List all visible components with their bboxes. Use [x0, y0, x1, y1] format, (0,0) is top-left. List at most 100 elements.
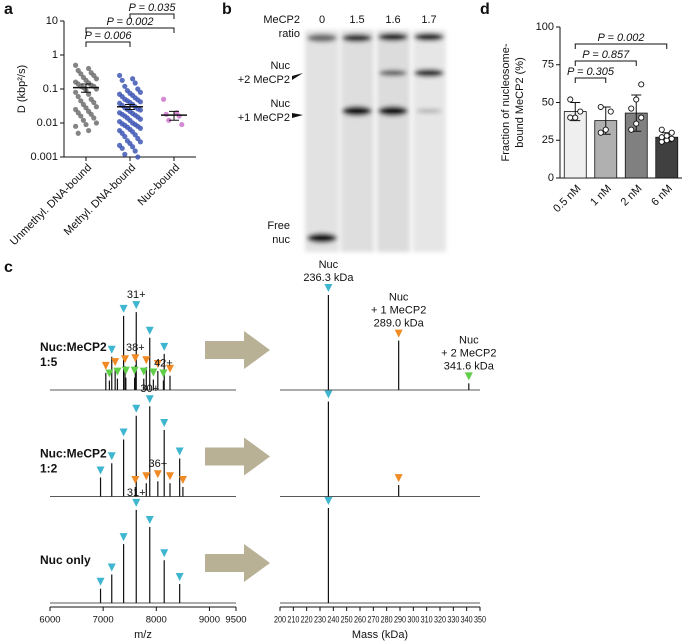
gel-band	[378, 33, 408, 41]
peak-marker	[142, 472, 151, 481]
data-point	[163, 111, 169, 117]
x-axis-title: Mass (kDa)	[352, 629, 408, 641]
gel-lane	[413, 30, 446, 252]
data-point	[91, 115, 97, 121]
peak-marker	[142, 356, 151, 365]
data-point	[658, 134, 665, 141]
y-axis-title: D (kbp²/s)	[16, 65, 28, 113]
peak-marker	[324, 284, 333, 292]
y-tick-label: 0	[548, 172, 554, 184]
peak-marker	[132, 404, 141, 413]
x-tick-label: 200	[274, 615, 286, 626]
peak-label: 31+	[127, 289, 146, 301]
significance-label: P = 0.002	[107, 16, 154, 28]
x-tick-label: 9000	[199, 615, 220, 626]
peak-marker	[113, 367, 122, 376]
peak-label: 341.6 kDa	[444, 360, 495, 372]
error-bar	[125, 104, 135, 110]
band-label: nuc	[272, 234, 290, 246]
data-point	[88, 111, 94, 117]
peak-marker	[324, 390, 333, 399]
panel-label: b	[222, 1, 232, 18]
x-tick-label: 2 nM	[619, 183, 645, 209]
significance-bracket	[574, 60, 637, 66]
peak-marker	[394, 474, 403, 483]
data-point	[668, 129, 675, 136]
data-point	[78, 71, 84, 77]
peak-marker	[175, 447, 184, 456]
y-tick-label: 0.01	[37, 117, 58, 129]
data-point	[73, 123, 79, 129]
x-tick-label: 7000	[93, 615, 114, 626]
band-label: Nuc	[270, 98, 290, 110]
x-tick-label: 280	[381, 615, 393, 626]
x-tick-label: Unmethyl. DNA-bound	[8, 162, 94, 248]
data-point	[597, 103, 604, 111]
x-tick-label: 350	[474, 615, 486, 626]
data-point	[567, 114, 574, 121]
data-point	[83, 105, 89, 111]
peak-marker	[105, 369, 114, 378]
peak-marker	[149, 368, 158, 377]
data-point	[137, 139, 143, 145]
data-point	[161, 96, 167, 102]
data-point	[628, 126, 635, 133]
y-tick-label: 100	[536, 21, 554, 33]
peak-marker	[121, 366, 130, 375]
row-label: 1:5	[40, 355, 58, 369]
data-point	[122, 151, 128, 157]
data-point	[73, 89, 79, 95]
data-point	[638, 81, 645, 88]
x-tick-label: 340	[461, 615, 473, 626]
x-tick-label: 330	[447, 615, 459, 626]
significance-label: P = 0.305	[567, 66, 615, 78]
peak-marker	[139, 367, 148, 376]
data-point	[78, 113, 84, 119]
data-point	[75, 93, 81, 100]
data-point	[86, 65, 92, 72]
lane-label: 1.5	[349, 14, 364, 26]
x-tick-label: 0.5 nM	[551, 183, 583, 215]
data-point	[117, 72, 123, 79]
peak-marker	[394, 329, 403, 338]
peak-label: 42+	[154, 357, 173, 369]
significance-bracket	[574, 43, 668, 49]
peak-marker	[101, 361, 110, 370]
x-tick-label: 220	[301, 615, 313, 626]
gel-lane	[377, 30, 410, 252]
significance-label: P = 0.006	[85, 30, 133, 42]
process-arrow	[205, 331, 270, 369]
x-tick-label: 210	[287, 615, 299, 626]
peak-marker	[160, 419, 169, 427]
data-point	[119, 145, 125, 151]
x-tick-label: 290	[394, 615, 406, 626]
error-bar	[169, 110, 179, 121]
data-point	[176, 113, 182, 119]
data-point	[130, 76, 136, 82]
gel-header: MeCP2	[263, 14, 300, 26]
gel-band	[342, 106, 372, 116]
significance-bracket	[85, 27, 175, 33]
peak-marker	[131, 476, 140, 484]
peak-marker	[96, 577, 105, 586]
data-point	[633, 120, 640, 127]
y-tick-label: 75	[542, 59, 554, 71]
gel-band	[342, 34, 372, 42]
gel-band	[307, 34, 337, 42]
peak-marker	[145, 516, 154, 524]
peak-marker	[178, 476, 187, 484]
data-point	[122, 83, 128, 89]
peak-marker	[175, 573, 184, 581]
data-point	[80, 117, 86, 123]
peak-marker	[324, 497, 333, 505]
x-tick-label: 6000	[39, 615, 60, 626]
x-axis-title: m/z	[134, 629, 152, 641]
data-point	[132, 132, 138, 138]
y-axis-title: Fraction of nucleosome-	[500, 43, 512, 161]
peak-marker	[160, 549, 169, 558]
x-tick-label: 240	[327, 615, 339, 626]
data-point	[137, 89, 143, 95]
y-tick-label: 0.1	[43, 83, 58, 95]
peak-marker	[96, 466, 105, 475]
